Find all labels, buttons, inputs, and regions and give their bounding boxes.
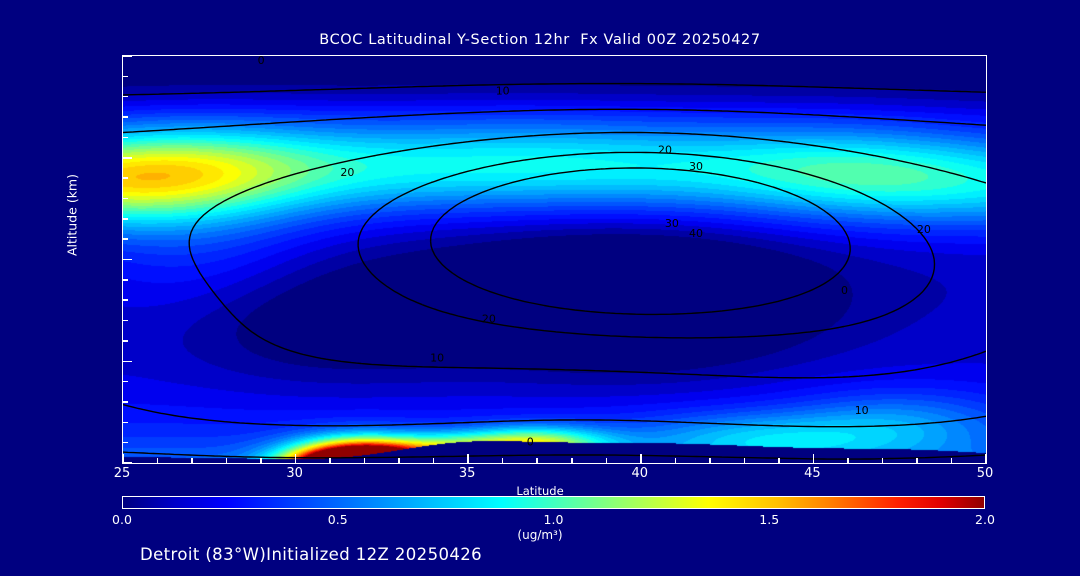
y-tick-minor xyxy=(123,116,128,118)
contour-label-7: 40 xyxy=(689,227,703,240)
colorbar-tick-label-4: 2.0 xyxy=(975,512,995,527)
colorbar-tick-label-0: 0.0 xyxy=(112,512,132,527)
contour-line-10 xyxy=(123,108,986,428)
x-tick-major-30 xyxy=(294,454,297,463)
y-tick-minor xyxy=(123,218,128,220)
x-tick-major-50 xyxy=(985,454,986,463)
contour-line-20 xyxy=(188,131,986,379)
x-tick-label-30: 30 xyxy=(286,466,303,481)
y-tick-minor xyxy=(123,380,128,383)
y-tick-minor xyxy=(123,441,128,444)
x-tick-minor xyxy=(605,458,608,463)
contour-label-11: 0 xyxy=(527,436,534,449)
x-tick-label-50: 50 xyxy=(976,466,994,481)
y-tick-minor xyxy=(123,136,128,139)
contour-label-1: 10 xyxy=(496,85,510,98)
y-tick-major-20 xyxy=(123,56,132,57)
colorbar-tick-label-1: 0.5 xyxy=(327,512,348,527)
contour-line-30 xyxy=(357,151,936,339)
y-tick-minor xyxy=(123,421,128,424)
x-tick-major-45 xyxy=(812,454,815,463)
colorbar-gradient xyxy=(122,496,985,509)
x-tick-minor xyxy=(916,458,918,463)
y-tick-minor xyxy=(123,299,128,301)
y-tick-major-10 xyxy=(123,258,132,261)
x-tick-minor xyxy=(881,458,884,463)
contour-label-3: 20 xyxy=(340,166,354,179)
y-tick-minor xyxy=(123,75,128,78)
x-tick-minor xyxy=(191,458,193,463)
y-tick-minor xyxy=(123,319,128,322)
y-tick-minor xyxy=(123,340,128,342)
x-tick-minor xyxy=(536,458,538,463)
contour-label-6: 30 xyxy=(665,217,679,230)
x-tick-major-40 xyxy=(640,454,642,463)
colorbar-tick-label-3: 1.5 xyxy=(759,512,780,527)
x-tick-label-35: 35 xyxy=(458,466,476,481)
x-tick-minor xyxy=(501,458,504,463)
contour-overlay: 0 10 20 20 30 30 40 20 20 10 0 0 10 xyxy=(123,56,986,460)
y-tick-major-5 xyxy=(123,360,132,362)
x-tick-minor xyxy=(950,458,953,463)
y-tick-minor xyxy=(123,95,128,98)
plot-title: BCOC Latitudinal Y-Section 12hr Fx Valid… xyxy=(319,32,761,48)
x-tick-label-45: 45 xyxy=(804,466,821,481)
footer-caption: Detroit (83°W)Initialized 12Z 20250426 xyxy=(140,545,483,564)
y-tick-minor xyxy=(123,279,128,281)
colorbar-container xyxy=(122,496,985,509)
x-tick-label-25: 25 xyxy=(113,466,131,481)
y-tick-minor xyxy=(123,401,128,403)
contour-label-10: 10 xyxy=(430,351,444,364)
y-tick-major-0 xyxy=(123,462,132,463)
x-tick-major-35 xyxy=(467,454,469,463)
y-axis-title: Altitude (km) xyxy=(64,174,80,256)
y-tick-major-15 xyxy=(123,157,132,159)
y-tick-minor xyxy=(123,238,128,240)
x-tick-minor xyxy=(363,458,366,463)
x-tick-minor xyxy=(778,458,780,463)
contour-label-9: 20 xyxy=(482,313,496,326)
contour-line-0 xyxy=(123,82,986,460)
plot-area: 0 10 20 20 30 30 40 20 20 10 0 0 10 xyxy=(122,55,987,464)
x-tick-minor xyxy=(743,458,746,463)
x-tick-minor xyxy=(260,458,262,463)
x-tick-major-25 xyxy=(123,454,124,463)
x-axis-title: Latitude xyxy=(516,484,564,498)
x-tick-minor xyxy=(398,458,400,463)
contour-label-8: 20 xyxy=(917,223,931,236)
x-tick-minor xyxy=(847,458,849,463)
y-tick-minor xyxy=(123,177,128,179)
colorbar-tick-label-2: 1.0 xyxy=(543,512,564,527)
y-tick-minor xyxy=(123,197,128,200)
contour-label-13: 10 xyxy=(855,404,869,417)
contour-line-40 xyxy=(429,167,851,316)
contour-label-4: 20 xyxy=(658,144,672,157)
x-tick-minor xyxy=(225,458,228,463)
x-tick-minor xyxy=(571,458,573,463)
x-tick-minor xyxy=(329,458,331,463)
x-tick-minor xyxy=(156,458,159,463)
x-tick-minor xyxy=(674,458,677,463)
x-tick-minor xyxy=(709,458,711,463)
x-tick-minor xyxy=(432,458,435,463)
contour-label-5: 30 xyxy=(689,160,703,173)
colorbar-units-label: (ug/m³) xyxy=(517,528,563,542)
contour-label-0: 0 xyxy=(258,56,265,67)
contour-label-12: 0 xyxy=(841,284,848,297)
x-tick-label-40: 40 xyxy=(631,466,649,481)
